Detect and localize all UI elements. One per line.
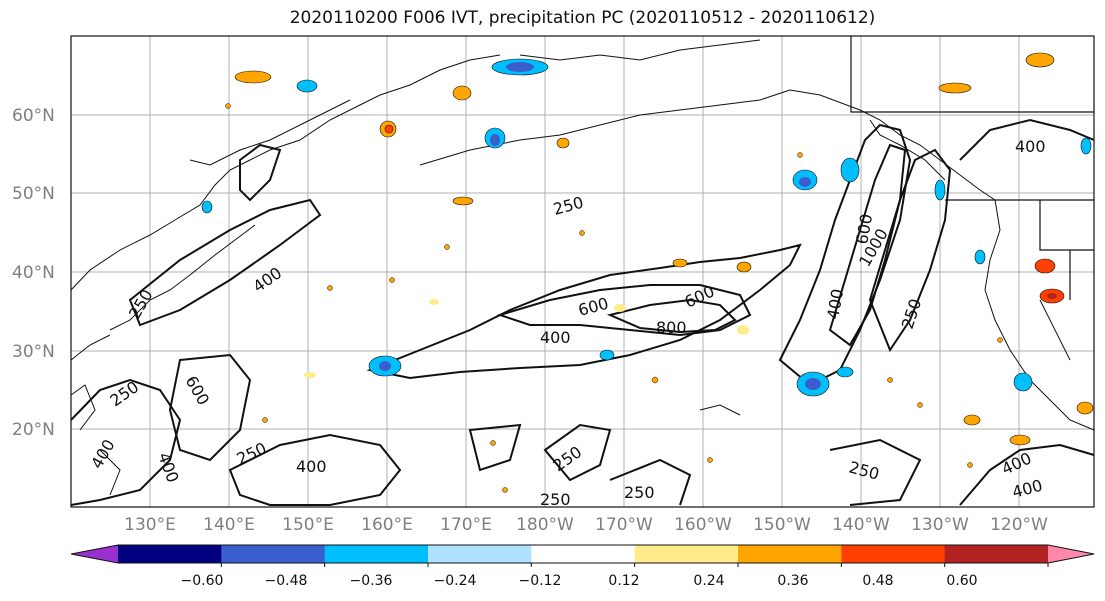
colorbar-segment — [944, 545, 1049, 563]
map-frame — [70, 35, 1095, 508]
lon-tick-label: 180°W — [516, 515, 574, 535]
colorbar-tick-label: 0.36 — [777, 573, 808, 589]
colorbar-extend-max — [1048, 545, 1094, 563]
colorbar-segment — [841, 545, 946, 563]
colorbar-outline — [70, 544, 1095, 564]
colorbar-segment — [738, 545, 842, 563]
lon-tick-label: 160°W — [674, 515, 732, 535]
lon-tick-label: 140°W — [832, 515, 890, 535]
colorbar-tick-label: −0.48 — [265, 573, 308, 589]
political-boundaries — [850, 36, 1094, 300]
colorbar-tick-label: −0.24 — [434, 573, 477, 589]
contour-label: 400 — [540, 328, 571, 347]
colorbar-tick-label: 0.24 — [693, 573, 724, 589]
lat-tick-label: 20°N — [12, 420, 55, 440]
colorbar-segment — [324, 545, 429, 563]
colorbar-segment — [531, 545, 636, 563]
colorbar-tick-label: −0.12 — [519, 573, 562, 589]
colorbar-segment — [428, 545, 532, 563]
lon-tick-label: 140°E — [203, 515, 255, 535]
colorbar-tick-label: 0.60 — [946, 573, 977, 589]
precipitation-shading — [201, 52, 1094, 493]
lon-tick-label: 120°W — [990, 515, 1048, 535]
contour-label: 800 — [656, 318, 687, 337]
colorbar-tick-label: 0.48 — [862, 573, 893, 589]
colorbar-segment — [634, 545, 739, 563]
graticule — [71, 36, 1094, 507]
ivt-contours — [70, 118, 1095, 506]
colorbar-tick-label: 0.12 — [608, 573, 639, 589]
contour-label: 250 — [540, 490, 571, 509]
lon-tick-label: 160°E — [361, 515, 413, 535]
contour-label: 400 — [1015, 137, 1046, 156]
contour-label: 400 — [296, 457, 327, 476]
lon-tick-label: 170°W — [595, 515, 653, 535]
lat-tick-label: 60°N — [12, 106, 55, 126]
colorbar-tick-label: −0.36 — [350, 573, 393, 589]
lon-tick-label: 170°E — [440, 515, 492, 535]
lon-tick-label: 150°W — [753, 515, 811, 535]
lon-tick-label: 130°E — [124, 515, 176, 535]
plot-title: 2020110200 F006 IVT, precipitation PC (2… — [289, 8, 876, 28]
contour-label: 250 — [624, 483, 655, 502]
colorbar-segment — [221, 545, 326, 563]
lon-tick-label: 150°E — [282, 515, 334, 535]
lat-tick-label: 50°N — [12, 184, 55, 204]
latitude-tick-labels: 60°N 50°N 40°N 30°N 20°N — [12, 106, 55, 440]
lat-tick-label: 40°N — [12, 263, 55, 283]
lat-tick-label: 30°N — [12, 342, 55, 362]
lon-tick-label: 130°W — [911, 515, 969, 535]
colorbar-segment — [118, 545, 222, 563]
longitude-tick-labels: 130°E 140°E 150°E 160°E 170°E 180°W 170°… — [124, 515, 1048, 535]
colorbar-extend-min — [71, 545, 118, 563]
colorbar-tick-label: −0.60 — [181, 573, 224, 589]
colorbar-tick-labels: −0.60 −0.48 −0.36 −0.24 −0.12 0.12 0.24 … — [181, 573, 978, 589]
colorbar — [70, 544, 1095, 567]
